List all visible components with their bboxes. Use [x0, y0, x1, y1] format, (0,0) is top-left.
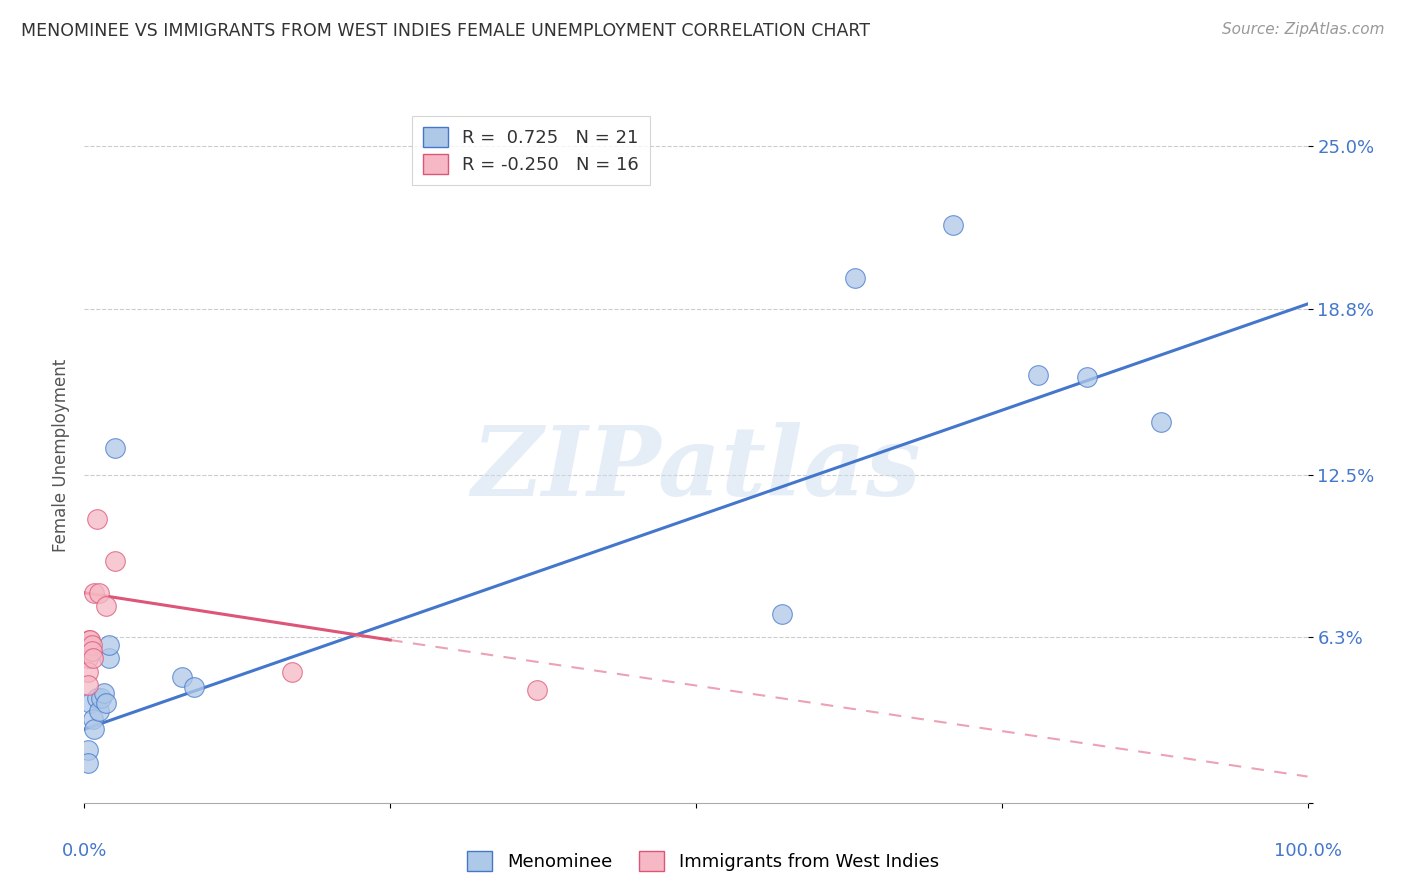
Point	[87, 704, 110, 718]
Point	[281, 665, 304, 679]
Point	[77, 678, 100, 692]
Point	[96, 599, 118, 613]
Point	[77, 651, 100, 665]
Point	[86, 690, 108, 705]
Point	[77, 743, 100, 757]
Point	[77, 638, 100, 652]
Point	[770, 607, 793, 621]
Point	[83, 723, 105, 737]
Point	[79, 696, 101, 710]
Point	[93, 685, 115, 699]
Text: Source: ZipAtlas.com: Source: ZipAtlas.com	[1222, 22, 1385, 37]
Point	[96, 696, 118, 710]
Text: MENOMINEE VS IMMIGRANTS FROM WEST INDIES FEMALE UNEMPLOYMENT CORRELATION CHART: MENOMINEE VS IMMIGRANTS FROM WEST INDIES…	[21, 22, 870, 40]
Point	[104, 442, 127, 456]
Legend: R =  0.725   N = 21, R = -0.250   N = 16: R = 0.725 N = 21, R = -0.250 N = 16	[412, 116, 650, 185]
Point	[97, 638, 120, 652]
Point	[77, 665, 100, 679]
Point	[77, 756, 100, 771]
Point	[97, 651, 120, 665]
Point	[844, 270, 866, 285]
Point	[87, 586, 110, 600]
Text: 0.0%: 0.0%	[62, 842, 107, 860]
Point	[77, 633, 100, 648]
Point	[183, 680, 205, 694]
Point	[86, 512, 108, 526]
Legend: Menominee, Immigrants from West Indies: Menominee, Immigrants from West Indies	[460, 844, 946, 879]
Point	[1150, 415, 1173, 429]
Point	[82, 651, 104, 665]
Point	[83, 586, 105, 600]
Point	[90, 690, 112, 705]
Point	[80, 638, 103, 652]
Point	[1028, 368, 1050, 382]
Point	[82, 712, 104, 726]
Text: 100.0%: 100.0%	[1274, 842, 1341, 860]
Y-axis label: Female Unemployment: Female Unemployment	[52, 359, 70, 551]
Point	[172, 670, 194, 684]
Point	[79, 633, 101, 648]
Point	[104, 554, 127, 568]
Point	[942, 218, 965, 232]
Point	[80, 643, 103, 657]
Text: ZIPatlas: ZIPatlas	[471, 422, 921, 516]
Point	[1076, 370, 1098, 384]
Point	[526, 682, 548, 697]
